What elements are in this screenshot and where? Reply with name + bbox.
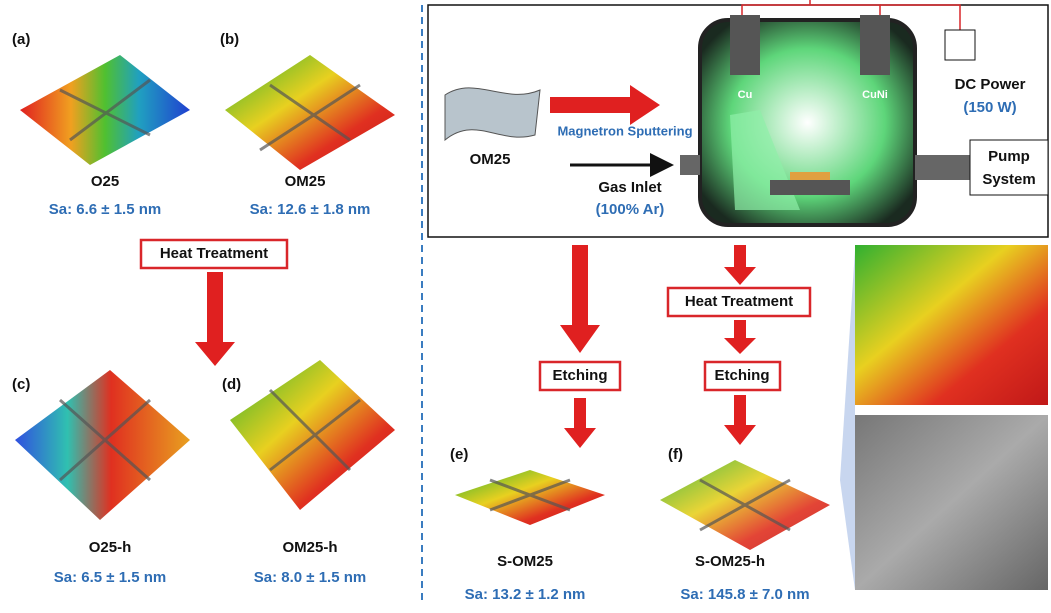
sample-name: OM25-h [282, 539, 337, 556]
holder [770, 180, 850, 195]
sem-image [855, 415, 1048, 590]
arrow [550, 85, 660, 125]
target-cu [730, 15, 760, 75]
step-box [139, 238, 289, 270]
roughness: Sa: 145.8 ± 7.0 nm [680, 586, 809, 603]
step: Heat Treatment [160, 245, 268, 262]
roughness: Sa: 13.2 ± 1.2 nm [465, 586, 586, 603]
label: (b) [220, 31, 239, 48]
sample-name: O25 [91, 173, 119, 190]
wire [741, 0, 881, 15]
sample-name: OM25 [285, 173, 326, 190]
target-label: Cu [738, 89, 753, 101]
label: (e) [450, 446, 468, 463]
step: Heat Treatment [685, 293, 793, 310]
sample-name: O25-h [89, 539, 132, 556]
arrow [195, 272, 235, 366]
labels: (a) O25 Sa: 6.6 ± 1.5 nm (b) OM25 Sa: 12… [12, 31, 1036, 603]
label: (d) [222, 376, 241, 393]
label: (a) [12, 31, 30, 48]
wire [880, 4, 961, 30]
process: Magnetron Sputtering [557, 123, 692, 138]
substrate-name: OM25 [470, 151, 511, 168]
setup-box [427, 4, 1049, 238]
pump: Pump [988, 148, 1030, 165]
callout [840, 250, 855, 590]
label: (c) [12, 376, 30, 393]
inlet [680, 155, 700, 175]
roughness: Sa: 12.6 ± 1.8 nm [250, 201, 371, 218]
power-detail: (150 W) [963, 99, 1016, 116]
substrate [444, 87, 541, 142]
label: (f) [668, 446, 683, 463]
step: Etching [553, 367, 608, 384]
pipe [915, 155, 970, 180]
gas: Gas Inlet [598, 179, 661, 196]
surfaces [15, 55, 830, 550]
step-box [666, 286, 812, 318]
power: DC Power [955, 76, 1026, 93]
sample [790, 172, 830, 180]
roughness: Sa: 8.0 ± 1.5 nm [254, 569, 366, 586]
arrows [560, 245, 756, 448]
sample-name: S-OM25 [497, 553, 553, 570]
step-box [538, 360, 622, 392]
surface-zoom [855, 245, 1048, 405]
target-label: CuNi [862, 89, 888, 101]
power-icon [944, 29, 976, 61]
roughness: Sa: 6.6 ± 1.5 nm [49, 201, 161, 218]
roughness: Sa: 6.5 ± 1.5 nm [54, 569, 166, 586]
step: Etching [715, 367, 770, 384]
gas-detail: (100% Ar) [596, 201, 665, 218]
target-cuni [860, 15, 890, 75]
sample-name: S-OM25-h [695, 553, 765, 570]
step-box [703, 360, 782, 392]
pump: System [982, 171, 1035, 188]
pump-box [969, 139, 1049, 196]
